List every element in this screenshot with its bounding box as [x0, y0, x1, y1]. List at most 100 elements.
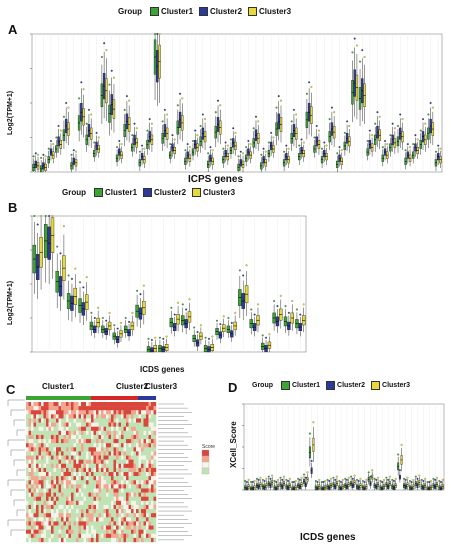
heatmap-cell	[46, 410, 49, 415]
outlier-point	[374, 122, 377, 125]
heatmap-cell	[41, 434, 44, 440]
heatmap-cell	[61, 484, 64, 489]
heatmap-cell	[138, 484, 142, 489]
heatmap-cell	[108, 414, 112, 419]
heatmap-cell	[53, 492, 57, 497]
outlier-point	[406, 143, 409, 146]
heatmap-cell	[28, 492, 32, 497]
heatmap-cell	[153, 476, 157, 481]
outlier-point	[361, 49, 364, 52]
heatmap-cell	[36, 500, 39, 506]
outlier-point	[209, 146, 212, 149]
heatmap-cell	[31, 418, 34, 423]
outlier-point	[177, 301, 180, 304]
heatmap-cell	[88, 439, 92, 444]
box-plot-d	[242, 403, 445, 491]
heatmap-cell	[76, 537, 79, 543]
heatmap-cell	[41, 480, 44, 485]
heatmap-cell	[133, 451, 137, 456]
heatmap-cell	[48, 451, 52, 456]
outlier-point	[381, 146, 384, 149]
outlier-point	[194, 129, 197, 132]
heatmap-cell	[106, 533, 109, 539]
heatmap-cell	[96, 529, 99, 534]
outlier-point	[298, 478, 301, 481]
heatmap-cell	[106, 463, 109, 469]
heatmap-cell	[128, 426, 132, 432]
heatmap-cell	[36, 509, 39, 514]
outlier-point	[131, 311, 134, 314]
heatmap-cell	[123, 459, 127, 464]
heatmap-cell	[148, 488, 152, 493]
heatmap-cell	[31, 517, 34, 522]
heatmap-cell	[66, 439, 69, 444]
outlier-point	[302, 141, 305, 144]
heatmap-cell	[26, 443, 29, 448]
heatmap-cell	[148, 484, 152, 489]
heatmap-cell	[31, 525, 34, 530]
outlier-point	[291, 299, 294, 302]
heatmap-cell	[71, 533, 74, 539]
outlier-point	[427, 113, 430, 116]
outlier-point	[254, 115, 257, 118]
heatmap-cell	[106, 455, 109, 460]
heatmap-cell	[143, 451, 147, 456]
heatmap-cell	[68, 496, 72, 502]
outlier-point	[277, 478, 280, 481]
heatmap-cell	[83, 537, 87, 543]
heatmap-cell	[31, 406, 34, 411]
heatmap-cell	[83, 500, 87, 506]
heatmap-cell	[73, 463, 77, 469]
heatmap-cell	[96, 459, 99, 464]
heatmap-cell	[108, 434, 112, 440]
heatmap-cell	[88, 414, 92, 419]
heatmap-cell	[131, 504, 134, 510]
heatmap-cell	[46, 492, 49, 497]
heatmap-cell	[36, 410, 39, 415]
heatmap-cell	[98, 414, 102, 419]
outlier-point	[287, 311, 290, 314]
heatmap-cell	[66, 504, 69, 510]
box-cluster2	[245, 486, 248, 491]
outlier-point	[439, 147, 442, 150]
heatmap-cell	[121, 406, 124, 411]
outlier-point	[40, 215, 43, 218]
heatmap-cell	[118, 414, 122, 419]
heatmap-cell	[66, 525, 69, 530]
heatmap-cell	[76, 402, 79, 407]
outlier-point	[125, 95, 128, 98]
heatmap-cell	[116, 451, 119, 456]
outlier-point	[385, 476, 388, 479]
outlier-point	[37, 153, 40, 156]
heatmap-cell	[143, 525, 147, 530]
heatmap-cell	[38, 509, 42, 514]
heatmap-cell	[33, 455, 37, 460]
outlier-point	[281, 478, 284, 481]
outlier-point	[226, 144, 229, 147]
heatmap-cell	[113, 406, 117, 411]
heatmap-cell	[53, 447, 57, 452]
heatmap-cell	[88, 463, 92, 469]
heatmap-cell	[111, 513, 114, 518]
heatmap-cell	[91, 484, 94, 489]
outlier-point	[272, 136, 275, 139]
heatmap-cell	[116, 488, 119, 493]
heatmap-cell	[141, 414, 144, 419]
heatmap-cell	[111, 517, 114, 522]
heatmap-cell	[123, 430, 127, 436]
outlier-point	[285, 478, 288, 481]
outlier-point	[406, 476, 409, 479]
heatmap-cell	[53, 426, 57, 432]
heatmap-cell	[88, 496, 92, 502]
heatmap-cell	[138, 410, 142, 415]
heatmap-cell	[136, 517, 139, 522]
heatmap-cell	[33, 467, 37, 473]
heatmap-cell	[96, 517, 99, 522]
heatmap-cell	[148, 439, 152, 444]
heatmap-cell	[88, 443, 92, 448]
outlier-point	[82, 88, 85, 91]
heatmap-cell	[68, 447, 72, 452]
outlier-point	[72, 149, 75, 152]
heatmap-cell	[31, 533, 34, 539]
heatmap-cell	[136, 521, 139, 526]
